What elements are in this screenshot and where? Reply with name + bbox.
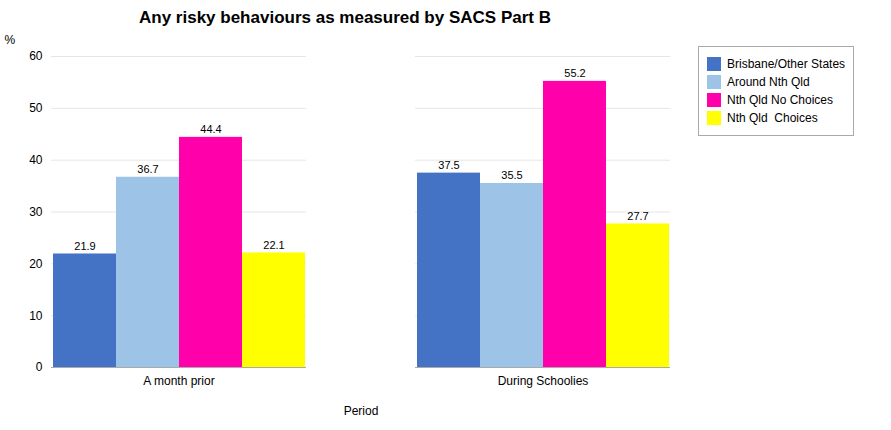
- svg-text:35.5: 35.5: [501, 169, 522, 181]
- html-text:Brisbane/Other States: Brisbane/Other States: [727, 57, 846, 71]
- svg-text:36.7: 36.7: [137, 163, 158, 175]
- svg-text:50: 50: [29, 101, 43, 115]
- svg-text:20: 20: [29, 257, 43, 271]
- svg-text:10: 10: [29, 309, 43, 323]
- svg-text:60: 60: [29, 49, 43, 63]
- svg-text:A month prior: A month prior: [143, 374, 214, 388]
- svg-text:0: 0: [36, 360, 43, 374]
- svg-text:21.9: 21.9: [74, 240, 95, 252]
- svg-text:%: %: [5, 33, 16, 47]
- svg-text:55.2: 55.2: [564, 67, 585, 79]
- html-text:Nth Qld No Choices: Nth Qld No Choices: [727, 93, 833, 107]
- svg-text:44.4: 44.4: [200, 123, 221, 135]
- html-text:Around Nth Qld: Around Nth Qld: [727, 75, 810, 89]
- svg-text:40: 40: [29, 153, 43, 167]
- svg-text:During Schoolies: During Schoolies: [498, 374, 589, 388]
- svg-text:37.5: 37.5: [438, 159, 459, 171]
- html-text:Any risky behaviours as measur: Any risky behaviours as measured by SACS…: [139, 8, 551, 27]
- svg-text:30: 30: [29, 205, 43, 219]
- svg-text:22.1: 22.1: [263, 239, 284, 251]
- svg-text:27.7: 27.7: [627, 210, 648, 222]
- svg-text:Period: Period: [344, 404, 379, 418]
- html-text:Nth Qld Choices: Nth Qld Choices: [727, 111, 818, 125]
